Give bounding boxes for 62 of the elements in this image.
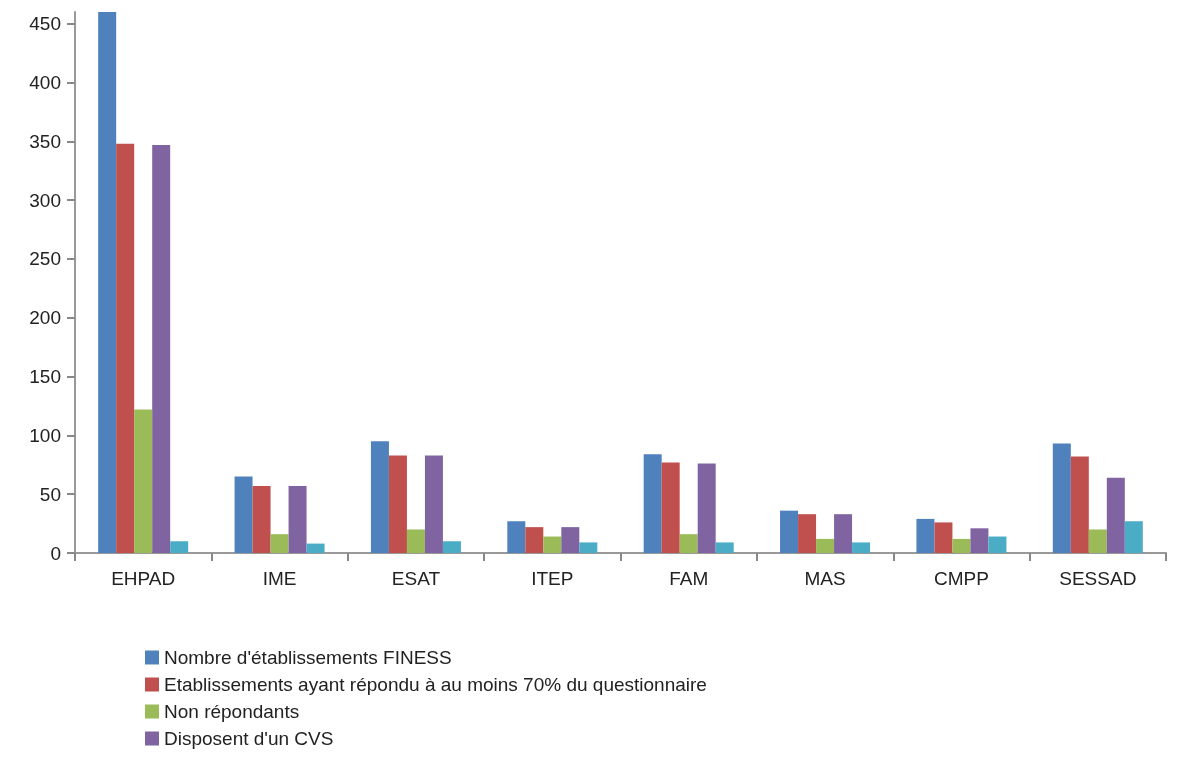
bar — [152, 144, 171, 553]
bar — [98, 12, 117, 553]
bar — [1088, 529, 1107, 553]
bar — [661, 462, 680, 553]
x-tick-label: FAM — [669, 568, 709, 589]
bar — [561, 527, 580, 553]
bar — [270, 534, 289, 553]
bar — [306, 543, 325, 553]
bar — [798, 514, 817, 553]
bar — [370, 441, 389, 553]
bar — [234, 476, 253, 553]
y-tick-label: 0 — [50, 542, 61, 564]
x-tick-label: IME — [262, 568, 297, 589]
y-tick-label: 50 — [39, 483, 61, 505]
bar — [643, 454, 662, 553]
x-tick-label: ITEP — [531, 568, 574, 589]
bar — [252, 485, 271, 553]
bar — [442, 541, 461, 553]
bar — [697, 463, 716, 553]
x-tick-label: EHPAD — [111, 568, 176, 589]
bar — [934, 522, 953, 553]
y-tick-label: 300 — [29, 189, 61, 211]
bar — [424, 455, 443, 553]
y-tick-label: 450 — [29, 13, 61, 35]
bar — [952, 538, 971, 553]
bar — [507, 521, 526, 553]
bar — [1070, 456, 1089, 553]
y-tick-label: 400 — [29, 72, 61, 94]
bar — [715, 542, 734, 553]
bar — [406, 529, 425, 553]
bar — [679, 534, 698, 553]
bar — [525, 527, 544, 553]
bar — [388, 455, 407, 553]
bar — [134, 409, 153, 553]
bar — [170, 541, 189, 553]
bar — [816, 538, 835, 553]
legend-label: Non répondants — [164, 701, 300, 722]
bar — [1106, 477, 1125, 553]
y-tick-label: 150 — [29, 366, 61, 388]
bar — [988, 536, 1007, 553]
bar — [543, 536, 562, 553]
bar — [579, 542, 598, 553]
legend-label: Nombre d'établissements FINESS — [164, 647, 452, 668]
y-tick-label: 200 — [29, 307, 61, 329]
x-tick-label: ESAT — [391, 568, 441, 589]
x-tick-label: MAS — [804, 568, 846, 589]
x-tick-label: SESSAD — [1059, 568, 1137, 589]
x-tick-label: CMPP — [933, 568, 989, 589]
y-tick-label: 250 — [29, 248, 61, 270]
legend-label: Disposent d'un CVS — [164, 728, 334, 749]
legend-label: Etablissements ayant répondu à au moins 70% du questionnaire — [164, 674, 707, 695]
bar — [780, 510, 799, 553]
bar — [970, 528, 989, 553]
bar — [1052, 443, 1071, 553]
y-tick-label: 350 — [29, 130, 61, 152]
bar — [288, 485, 307, 553]
bar — [852, 542, 871, 553]
bar — [1124, 521, 1143, 553]
bar — [834, 514, 853, 553]
bar — [916, 518, 935, 553]
bar — [116, 143, 135, 553]
y-tick-label: 100 — [29, 424, 61, 446]
